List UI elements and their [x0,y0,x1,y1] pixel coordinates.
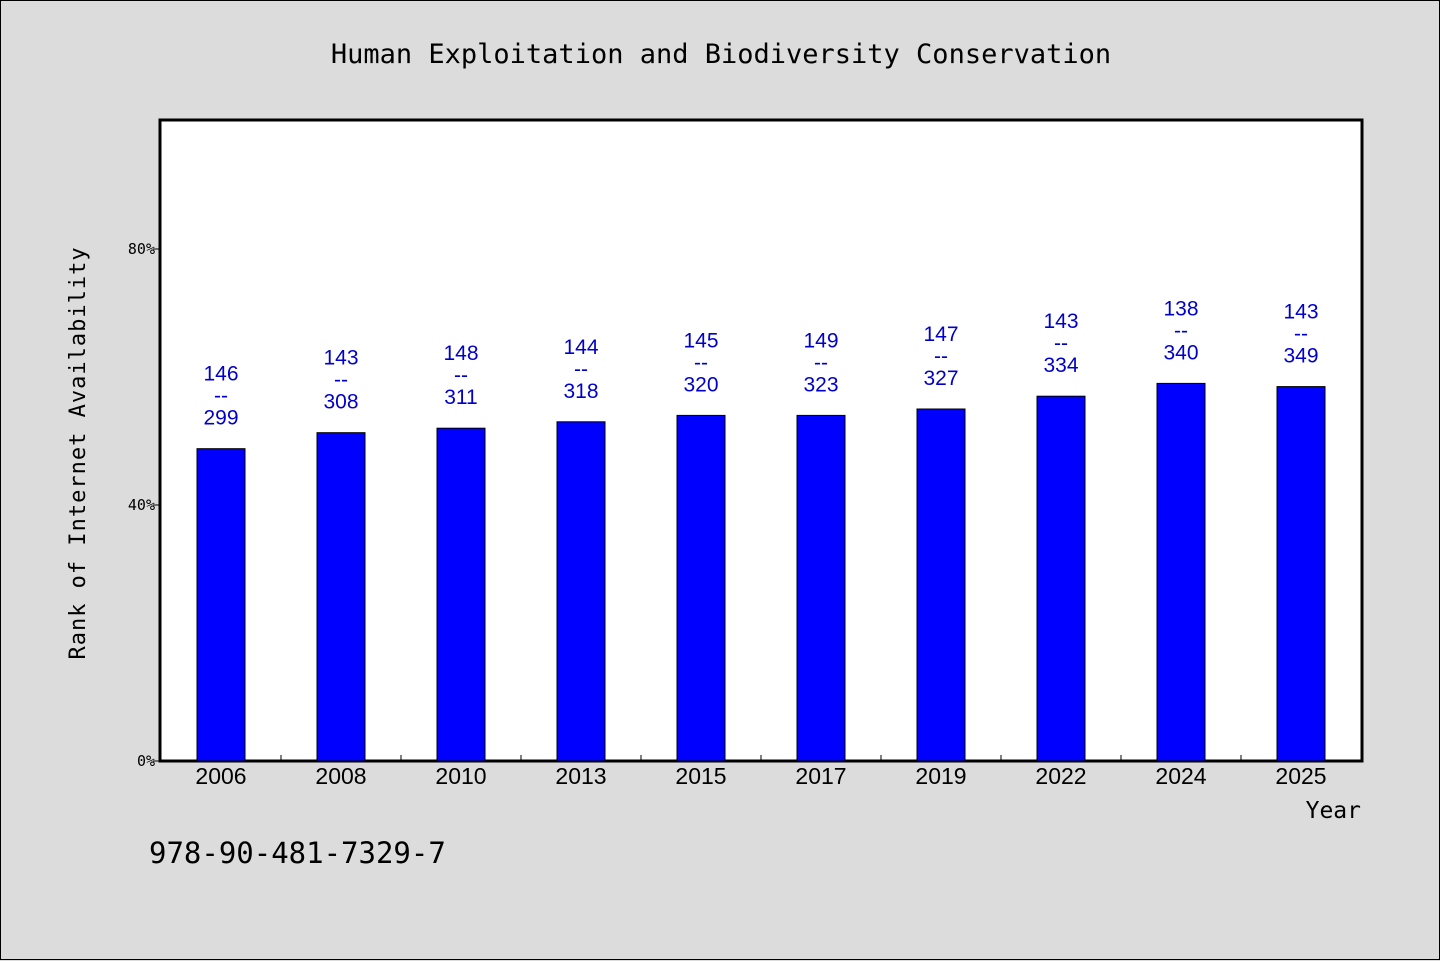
data-label-2017-line2: -- [814,351,828,374]
data-label-2015-line1: 145 [683,329,718,352]
data-label-2024-line2: -- [1174,319,1188,342]
isbn-footnote: 978-90-481-7329-7 [149,836,446,870]
y-axis-label: Rank of Internet Availability [66,246,91,659]
bar-2019 [916,408,966,762]
y-tick-label-0pct: 0% [137,752,155,770]
x-tick-label-2010: 2010 [435,763,486,789]
data-label-2024-line1: 138 [1163,297,1198,320]
data-label-2017-line3: 323 [803,373,838,396]
data-label-2010-line2: -- [454,364,468,387]
bar-2013 [556,421,606,762]
bar-2008 [316,432,366,762]
bar-2015 [676,414,726,762]
data-label-2013-line2: -- [574,358,588,381]
x-tick-label-2006: 2006 [195,763,246,789]
bars-group [196,382,1326,762]
bar-2017 [796,414,846,762]
bar-2025 [1276,386,1326,762]
data-label-2013-line3: 318 [563,380,598,403]
data-label-2006-line3: 299 [203,407,238,430]
chart-title: Human Exploitation and Biodiversity Cons… [331,39,1111,70]
x-tick-label-2017: 2017 [795,763,846,789]
data-label-2019-line2: -- [934,345,948,368]
data-label-2006-line2: -- [214,385,228,408]
x-tick-label-2015: 2015 [675,763,726,789]
data-label-2025-line1: 143 [1283,301,1318,324]
data-label-2010-line1: 148 [443,342,478,365]
data-label-2008-line3: 308 [323,391,358,414]
x-tick-label-2019: 2019 [915,763,966,789]
bar-2024 [1156,382,1206,762]
y-axis: 0% 40% 80% [128,240,161,770]
data-labels-group: 146--299143--308148--311144--318145--320… [203,297,1318,429]
y-tick-label-40pct: 40% [128,496,155,514]
data-label-2008-line2: -- [334,369,348,392]
data-label-2024-line3: 340 [1163,341,1198,364]
data-label-2015-line3: 320 [683,373,718,396]
x-tick-label-2013: 2013 [555,763,606,789]
y-tick-label-80pct: 80% [128,240,155,258]
x-tick-label-2025: 2025 [1275,763,1326,789]
x-axis: 2006 2008 2010 2013 2015 2017 2019 2022 2024 2025 [195,755,1327,789]
data-label-2022-line1: 143 [1043,310,1078,333]
bar-2010 [436,427,486,762]
data-label-2006-line1: 146 [203,363,238,386]
data-label-2008-line1: 143 [323,347,358,370]
x-tick-label-2022: 2022 [1035,763,1086,789]
data-label-2025-line3: 349 [1283,345,1318,368]
data-label-2019-line1: 147 [923,323,958,346]
data-label-2025-line2: -- [1294,323,1308,346]
x-axis-label: Year [1306,798,1361,824]
data-label-2019-line3: 327 [923,367,958,390]
data-label-2022-line3: 334 [1043,354,1078,377]
data-label-2015-line2: -- [694,351,708,374]
data-label-2022-line2: -- [1054,332,1068,355]
x-tick-label-2008: 2008 [315,763,366,789]
bar-2022 [1036,395,1086,762]
x-tick-label-2024: 2024 [1155,763,1206,789]
data-label-2010-line3: 311 [444,386,477,409]
bar-2006 [196,448,246,762]
data-label-2017-line1: 149 [803,329,838,352]
data-label-2013-line1: 144 [563,336,598,359]
